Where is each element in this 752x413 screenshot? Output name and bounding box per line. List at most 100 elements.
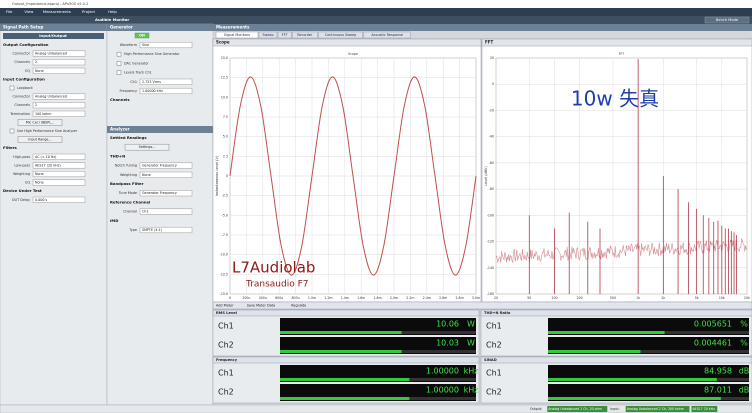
chart-header <box>481 38 752 47</box>
field-box[interactable] <box>32 196 86 203</box>
field-box[interactable] <box>32 59 86 66</box>
generator-on-label: ON <box>139 34 145 38</box>
x-tick-label: 1.8m <box>374 296 382 300</box>
selector[interactable] <box>3 33 104 39</box>
meter-unit: % <box>740 339 748 348</box>
field-box[interactable] <box>32 179 86 186</box>
meter-display <box>280 365 476 382</box>
field-box[interactable] <box>32 67 86 74</box>
field-value: 2 <box>35 60 37 64</box>
meter-unit: W <box>467 320 475 329</box>
meter-title: THD+N Ratio <box>484 311 511 315</box>
field-box[interactable] <box>32 110 86 117</box>
field-value: Generator Frequency <box>142 164 177 168</box>
field-box[interactable] <box>139 208 193 215</box>
checkbox-label: DAC Generator <box>124 61 149 65</box>
field-label: Waveform <box>120 43 138 47</box>
checkbox[interactable] <box>9 85 15 91</box>
button[interactable] <box>17 136 63 143</box>
meter-title: RMS Level <box>216 311 237 315</box>
tab[interactable] <box>318 31 364 39</box>
title-bar <box>0 0 752 8</box>
meter-display <box>280 318 476 335</box>
x-tick-label: 600u <box>275 296 283 300</box>
menu-item: View <box>24 9 33 14</box>
meter-value: 1.00000 <box>426 367 459 376</box>
checkbox[interactable] <box>116 70 122 75</box>
meter-bar <box>548 397 721 400</box>
meter-channel: Ch1 <box>486 322 502 331</box>
x-tick-label: 2k <box>661 296 665 300</box>
x-tick-label: 2.2m <box>406 296 414 300</box>
field-box[interactable] <box>32 93 86 100</box>
meter-channel: Ch2 <box>486 388 502 397</box>
x-tick-label: 200u <box>242 296 250 300</box>
tab[interactable] <box>363 31 411 39</box>
y-tick-label: -20 <box>489 108 494 112</box>
x-tick-label: 800u <box>292 296 300 300</box>
field-box[interactable] <box>139 87 193 95</box>
measurements-header <box>213 24 752 31</box>
checkbox-label: High Performance Sine Generator <box>124 52 180 56</box>
meter-channel: Ch1 <box>218 369 234 378</box>
field-box[interactable] <box>139 41 193 49</box>
y-tick-label: 12.5 <box>221 76 228 80</box>
field-box[interactable] <box>139 162 193 169</box>
field-value: 2.753 Vrms <box>142 80 161 84</box>
x-tick-label: 500 <box>610 296 616 300</box>
field-box[interactable] <box>32 162 86 169</box>
status-text: AES17 20 kHz <box>693 407 716 411</box>
checkbox[interactable] <box>116 61 122 66</box>
field-box[interactable] <box>32 170 86 178</box>
meter-value: 0.005651 <box>694 320 732 329</box>
x-tick-label: 0 <box>229 296 231 300</box>
field-value: Analog Unbalanced <box>35 52 67 56</box>
y-tick-label: 10.0 <box>221 95 228 99</box>
tab-label: Acoustic Response <box>371 33 403 37</box>
meter-tool: Regulate <box>291 304 306 308</box>
field-label: DUT Delay <box>12 198 30 202</box>
tab[interactable] <box>215 31 259 39</box>
panel-title: Generator <box>110 25 133 30</box>
x-tick-label: 1.6m <box>357 296 365 300</box>
waveform <box>229 76 477 276</box>
button[interactable] <box>124 143 170 151</box>
field-box[interactable] <box>139 226 193 234</box>
field-label: Weighting <box>13 172 30 176</box>
field-box[interactable] <box>32 102 86 109</box>
meter-value: 1.00000 <box>426 386 459 395</box>
y-tick-label: -120 <box>487 240 494 244</box>
field-box[interactable] <box>139 171 193 178</box>
meter-header <box>212 356 480 364</box>
y-tick-label: 0 <box>492 82 494 86</box>
field-label: High-pass <box>13 155 30 159</box>
y-tick-label: -160 <box>487 292 494 296</box>
checkbox[interactable] <box>9 128 15 134</box>
meter-header <box>480 309 752 317</box>
field-value: None <box>35 181 44 185</box>
field-box[interactable] <box>139 78 193 85</box>
generator-on[interactable] <box>134 32 150 39</box>
field-box[interactable] <box>32 153 86 160</box>
field-label: Frequency <box>119 89 137 93</box>
meter-bar-track <box>548 350 749 353</box>
x-tick-label: 1.4m <box>341 296 349 300</box>
field-box[interactable] <box>139 190 193 197</box>
meter-bar <box>280 397 410 400</box>
checkbox[interactable] <box>116 51 122 57</box>
button[interactable] <box>17 119 63 126</box>
overlay-brand: L7Audiolab <box>232 259 315 277</box>
bench-mode-button[interactable] <box>704 16 750 24</box>
meter-title: SINAD <box>484 358 497 362</box>
tab[interactable] <box>277 31 292 39</box>
section-heading: Device Under Test <box>3 188 42 193</box>
field-value: 100 kohm <box>35 112 51 116</box>
tab[interactable] <box>258 31 278 39</box>
tab[interactable] <box>291 31 318 39</box>
overlay-model: Transaudio F7 <box>245 280 309 290</box>
field-box[interactable] <box>32 50 86 57</box>
y-tick-label: -7.5 <box>222 233 228 237</box>
meter-unit: dB <box>739 367 750 376</box>
meter-tool: Add Meter <box>216 304 234 308</box>
button-label: Settings... <box>139 145 156 149</box>
